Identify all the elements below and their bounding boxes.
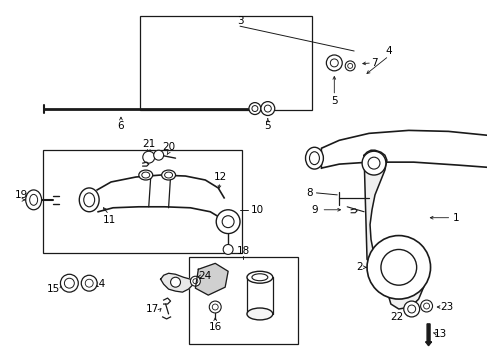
Circle shape — [325, 55, 342, 71]
Ellipse shape — [162, 170, 175, 180]
Text: 18: 18 — [236, 247, 249, 256]
Circle shape — [420, 300, 432, 312]
Circle shape — [142, 151, 154, 163]
Text: 7: 7 — [370, 58, 377, 68]
Ellipse shape — [26, 190, 41, 210]
Ellipse shape — [79, 188, 99, 212]
Ellipse shape — [246, 308, 272, 320]
Text: 10: 10 — [250, 205, 263, 215]
Text: 9: 9 — [310, 205, 317, 215]
Ellipse shape — [246, 271, 272, 283]
Ellipse shape — [251, 274, 267, 281]
Ellipse shape — [83, 193, 95, 207]
Circle shape — [192, 279, 198, 284]
Bar — [140, 16, 312, 111]
Ellipse shape — [309, 152, 319, 165]
Circle shape — [81, 275, 97, 291]
Text: 22: 22 — [389, 312, 403, 322]
Text: 6: 6 — [118, 121, 124, 131]
Text: 17: 17 — [146, 304, 159, 314]
Circle shape — [361, 151, 385, 175]
Ellipse shape — [164, 172, 172, 178]
Text: 14: 14 — [92, 279, 105, 289]
Circle shape — [423, 303, 428, 309]
Polygon shape — [364, 150, 426, 309]
Circle shape — [260, 102, 274, 116]
Text: 23: 23 — [439, 302, 452, 312]
Text: 19: 19 — [15, 190, 28, 200]
FancyArrow shape — [425, 324, 431, 346]
Circle shape — [264, 105, 271, 112]
Polygon shape — [195, 264, 228, 295]
Circle shape — [345, 61, 354, 71]
Ellipse shape — [142, 172, 149, 178]
Text: 5: 5 — [330, 96, 337, 105]
Text: 4: 4 — [385, 46, 391, 56]
Circle shape — [366, 235, 429, 299]
Circle shape — [190, 276, 200, 286]
Ellipse shape — [30, 194, 38, 205]
Text: 5: 5 — [264, 121, 270, 131]
Circle shape — [212, 304, 218, 310]
Circle shape — [85, 279, 93, 287]
Circle shape — [153, 150, 163, 160]
Text: 1: 1 — [452, 213, 459, 223]
Text: 24: 24 — [198, 271, 211, 281]
Ellipse shape — [305, 147, 323, 169]
Circle shape — [170, 277, 180, 287]
Circle shape — [248, 103, 260, 114]
Text: 3: 3 — [236, 16, 243, 26]
Circle shape — [222, 216, 234, 228]
Polygon shape — [161, 273, 193, 292]
Text: 2: 2 — [355, 262, 362, 272]
Circle shape — [367, 157, 379, 169]
Text: 20: 20 — [162, 142, 175, 152]
Circle shape — [403, 301, 419, 317]
Circle shape — [216, 210, 240, 234]
Circle shape — [251, 105, 257, 112]
Text: 13: 13 — [433, 329, 446, 339]
Text: 8: 8 — [305, 188, 312, 198]
Circle shape — [330, 59, 338, 67]
Circle shape — [407, 305, 415, 313]
Text: 11: 11 — [102, 215, 116, 225]
Text: 12: 12 — [213, 172, 226, 182]
Circle shape — [64, 278, 74, 288]
Circle shape — [61, 274, 78, 292]
Ellipse shape — [139, 170, 152, 180]
Circle shape — [209, 301, 221, 313]
Circle shape — [380, 249, 416, 285]
Circle shape — [347, 63, 352, 68]
Text: 15: 15 — [47, 284, 60, 294]
Circle shape — [223, 244, 233, 255]
Bar — [43, 150, 242, 253]
Text: 21: 21 — [142, 139, 155, 149]
Text: 16: 16 — [208, 322, 222, 332]
Bar — [188, 257, 297, 344]
